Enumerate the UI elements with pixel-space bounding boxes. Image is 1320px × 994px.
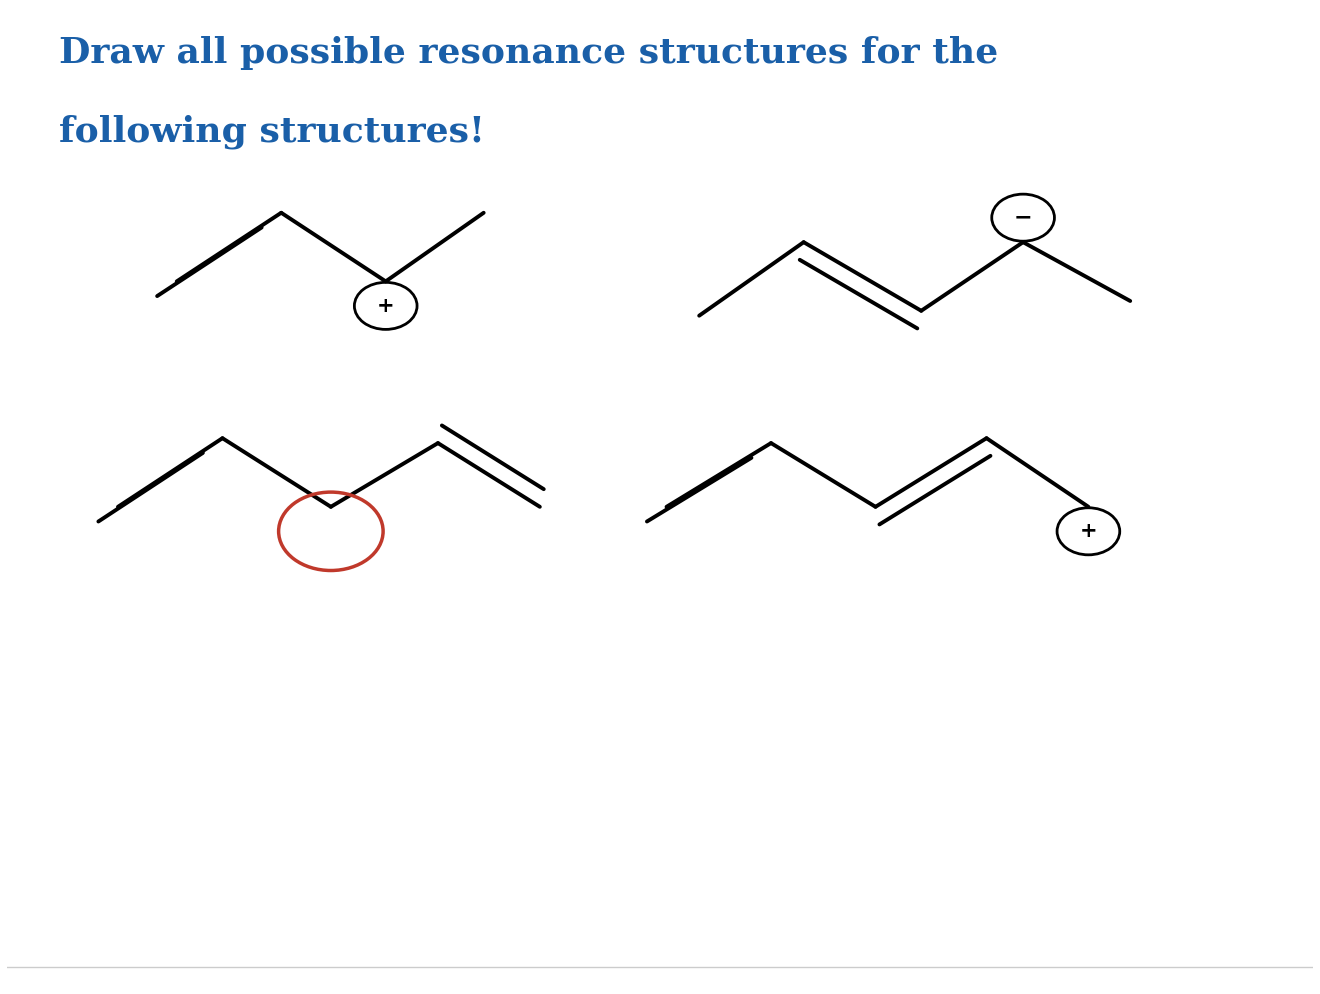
Text: −: − xyxy=(1014,208,1032,228)
Text: Draw all possible resonance structures for the: Draw all possible resonance structures f… xyxy=(59,37,998,71)
Text: +: + xyxy=(1080,521,1097,542)
Text: following structures!: following structures! xyxy=(59,114,484,149)
Text: +: + xyxy=(378,296,395,316)
